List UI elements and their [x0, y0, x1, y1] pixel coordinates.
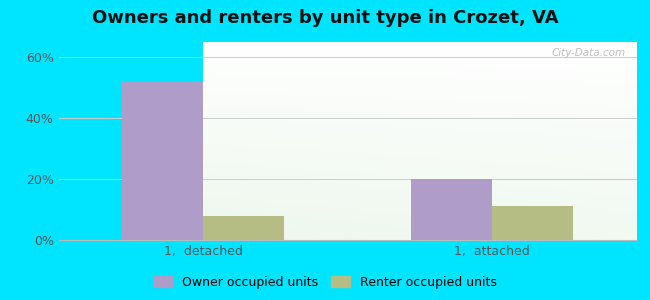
Legend: Owner occupied units, Renter occupied units: Owner occupied units, Renter occupied un… [148, 271, 502, 294]
Text: City-Data.com: City-Data.com [551, 48, 625, 58]
Bar [122, 82, 203, 240]
Bar [411, 179, 493, 240]
Bar [203, 216, 284, 240]
Text: Owners and renters by unit type in Crozet, VA: Owners and renters by unit type in Croze… [92, 9, 558, 27]
Bar [493, 206, 573, 240]
